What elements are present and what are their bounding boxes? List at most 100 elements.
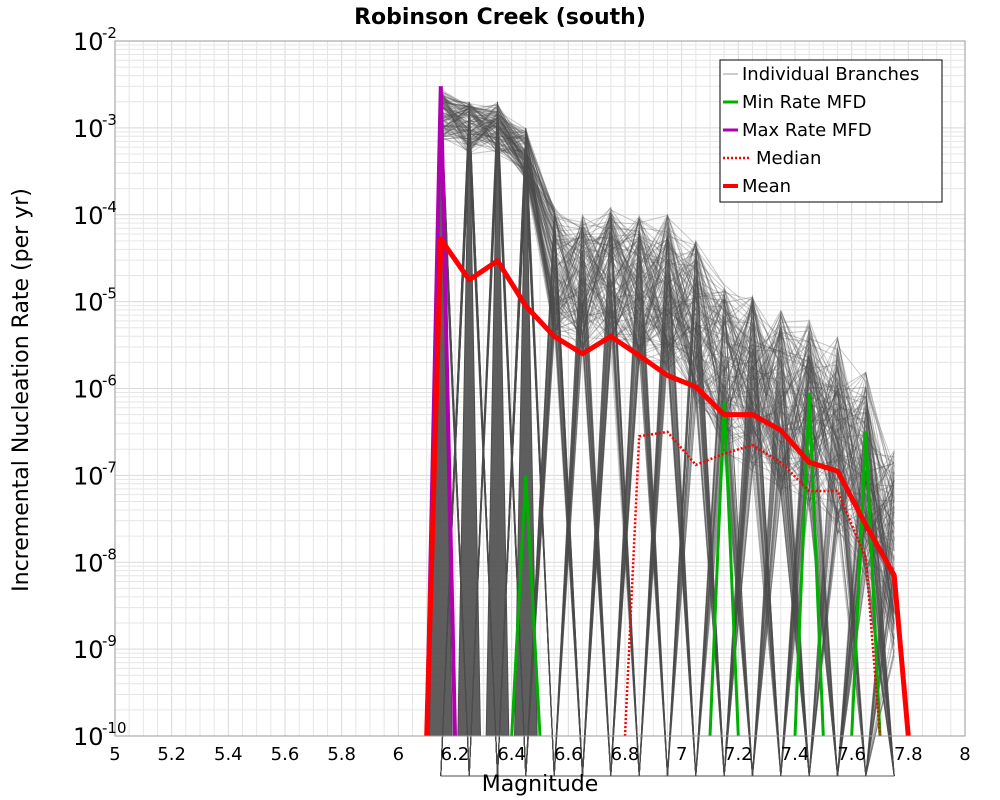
y-tick-base: 10 bbox=[73, 636, 104, 664]
individual-branch-line bbox=[440, 102, 895, 777]
y-tick-exponent: -4 bbox=[102, 198, 117, 216]
individual-branch-line bbox=[440, 97, 895, 777]
individual-branch-line bbox=[440, 98, 895, 777]
legend: Individual Branches Min Rate MFD Max Rat… bbox=[719, 59, 943, 203]
y-tick-base: 10 bbox=[73, 28, 104, 56]
individual-branch-line bbox=[440, 101, 895, 777]
individual-branch-line bbox=[440, 89, 895, 777]
individual-branch-line bbox=[440, 117, 895, 777]
individual-branch-line bbox=[440, 128, 895, 777]
individual-branch-line bbox=[440, 111, 895, 777]
y-tick-exponent: -3 bbox=[102, 111, 117, 129]
individual-branch-line bbox=[440, 105, 895, 777]
individual-branch-line bbox=[440, 113, 895, 777]
individual-branch-line bbox=[440, 99, 895, 777]
individual-branch-line bbox=[440, 151, 895, 777]
individual-branch-line bbox=[440, 144, 895, 777]
individual-branch-line bbox=[440, 110, 895, 777]
individual-branch-line bbox=[440, 126, 895, 777]
individual-branch-line bbox=[440, 105, 895, 777]
individual-branch-line bbox=[440, 88, 895, 777]
individual-branch-line bbox=[440, 106, 895, 777]
individual-branch-line bbox=[440, 104, 895, 777]
individual-branch-line bbox=[440, 120, 895, 777]
individual-branch-line bbox=[440, 106, 895, 777]
y-tick-exponent: -6 bbox=[102, 372, 117, 390]
individual-branch-line bbox=[440, 103, 895, 777]
individual-branch-line bbox=[440, 112, 895, 777]
individual-branch-line bbox=[440, 99, 895, 777]
individual-branch-line bbox=[440, 106, 895, 777]
individual-branch-line bbox=[440, 103, 895, 777]
individual-branch-line bbox=[440, 101, 895, 777]
individual-branch-line bbox=[440, 123, 895, 777]
individual-branch-line bbox=[440, 107, 895, 777]
individual-branch-line bbox=[440, 134, 895, 777]
y-tick-label: 10-5 bbox=[73, 285, 117, 317]
individual-branch-line bbox=[440, 124, 895, 777]
individual-branch-line bbox=[440, 92, 895, 777]
individual-branch-line bbox=[440, 142, 895, 777]
individual-branch-line bbox=[440, 130, 895, 777]
x-tick-label: 5.8 bbox=[327, 744, 356, 765]
individual-branch-line bbox=[440, 119, 895, 777]
individual-branch-line bbox=[440, 104, 895, 777]
individual-branch-line bbox=[440, 103, 895, 777]
x-tick-label: 6.2 bbox=[441, 744, 470, 765]
x-tick-label: 6 bbox=[393, 744, 404, 765]
individual-branch-line bbox=[440, 121, 895, 777]
individual-branch-line bbox=[440, 127, 895, 777]
individual-branch-line bbox=[440, 97, 895, 777]
individual-branch-line bbox=[440, 119, 895, 777]
individual-branch-line bbox=[440, 110, 895, 777]
x-tick-label: 6.6 bbox=[554, 744, 583, 765]
y-tick-label: 10-8 bbox=[73, 545, 117, 577]
individual-branch-line bbox=[440, 119, 895, 777]
y-tick-base: 10 bbox=[73, 202, 104, 230]
individual-branch-line bbox=[440, 108, 895, 777]
individual-branch-line bbox=[440, 142, 895, 777]
individual-branch-line bbox=[440, 91, 895, 777]
series-mean bbox=[424, 236, 911, 737]
x-tick-label: 6.8 bbox=[611, 744, 640, 765]
individual-branch-line bbox=[440, 120, 895, 777]
grid-layer bbox=[114, 41, 966, 737]
chart-title: Robinson Creek (south) bbox=[354, 5, 646, 30]
series-min-rate-mfd-segment bbox=[793, 392, 825, 737]
x-tick-label: 5 bbox=[109, 744, 120, 765]
individual-branch-line bbox=[440, 107, 895, 777]
y-tick-label: 10-9 bbox=[73, 632, 117, 664]
individual-branch-line bbox=[440, 113, 895, 777]
x-tick-label: 7.8 bbox=[894, 744, 923, 765]
individual-branch-line bbox=[440, 132, 895, 777]
legend-label-median: Median bbox=[756, 148, 821, 169]
individual-branch-line bbox=[440, 111, 895, 777]
individual-branch-line bbox=[440, 109, 895, 777]
individual-branch-line bbox=[440, 91, 895, 777]
individual-branch-line bbox=[440, 89, 895, 777]
individual-branch-line bbox=[440, 90, 895, 777]
individual-branch-line bbox=[440, 102, 895, 777]
series-median bbox=[623, 430, 882, 737]
individual-branch-line bbox=[440, 90, 895, 777]
individual-branch-line bbox=[440, 96, 895, 777]
x-tick-labels: 5 5.2 5.4 5.6 5.8 6 6.2 6.4 6.6 6.8 7 7.2 7.4 7.6 7.8 8 bbox=[109, 744, 970, 765]
individual-branch-line bbox=[440, 104, 895, 777]
individual-branch-line bbox=[440, 95, 895, 777]
individual-branch-line bbox=[440, 107, 895, 777]
individual-branch-line bbox=[440, 100, 895, 777]
legend-label-max-rate: Max Rate MFD bbox=[742, 120, 872, 141]
x-tick-label: 5.2 bbox=[157, 744, 186, 765]
x-tick-label: 7.4 bbox=[781, 744, 810, 765]
y-tick-label: 10-2 bbox=[73, 24, 117, 56]
individual-branch-line bbox=[440, 92, 895, 777]
y-tick-label: 10-6 bbox=[73, 372, 117, 404]
y-tick-base: 10 bbox=[73, 289, 104, 317]
individual-branch-line bbox=[440, 125, 895, 777]
individual-branch-line bbox=[440, 113, 895, 777]
individual-branch-line bbox=[440, 90, 895, 777]
individual-branch-line bbox=[440, 119, 895, 777]
individual-branch-line bbox=[440, 104, 895, 777]
individual-branch-line bbox=[440, 104, 895, 777]
